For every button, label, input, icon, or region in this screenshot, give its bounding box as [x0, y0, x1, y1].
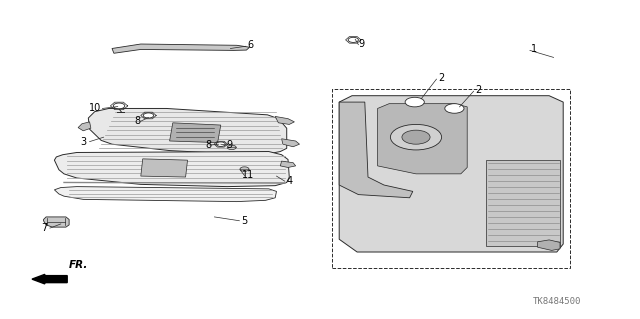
Text: 4: 4 — [286, 176, 292, 186]
Text: 2: 2 — [476, 85, 482, 95]
Circle shape — [348, 37, 358, 42]
Polygon shape — [170, 123, 221, 143]
Polygon shape — [54, 152, 289, 187]
Text: 5: 5 — [241, 216, 248, 226]
Polygon shape — [538, 240, 560, 250]
Polygon shape — [88, 108, 287, 154]
Circle shape — [240, 167, 249, 171]
Text: 10: 10 — [88, 103, 101, 113]
Text: 1: 1 — [531, 44, 538, 55]
Circle shape — [402, 130, 430, 144]
Polygon shape — [141, 159, 188, 177]
Circle shape — [390, 124, 442, 150]
Polygon shape — [275, 116, 294, 124]
Polygon shape — [78, 122, 91, 131]
Polygon shape — [282, 139, 300, 147]
Text: 9: 9 — [358, 39, 365, 49]
Circle shape — [216, 142, 225, 146]
Polygon shape — [54, 187, 276, 202]
Polygon shape — [339, 96, 563, 252]
Circle shape — [405, 97, 424, 107]
Text: 11: 11 — [242, 170, 255, 180]
Text: FR.: FR. — [69, 260, 88, 270]
Polygon shape — [112, 44, 250, 53]
Circle shape — [227, 145, 236, 150]
Text: 9: 9 — [226, 139, 232, 150]
Text: 7: 7 — [42, 223, 48, 233]
Circle shape — [445, 104, 464, 113]
Text: 3: 3 — [80, 137, 86, 147]
Polygon shape — [339, 102, 413, 198]
Text: 8: 8 — [134, 115, 141, 126]
Text: 2: 2 — [438, 73, 445, 83]
Circle shape — [113, 103, 125, 109]
Polygon shape — [486, 160, 560, 246]
Bar — [332, 89, 570, 268]
Text: TK8484500: TK8484500 — [532, 297, 581, 306]
Text: 8: 8 — [205, 139, 211, 150]
Circle shape — [143, 113, 154, 118]
Text: 6: 6 — [248, 40, 254, 50]
Polygon shape — [378, 104, 467, 174]
Polygon shape — [280, 161, 296, 167]
Polygon shape — [44, 217, 69, 227]
FancyArrow shape — [32, 274, 67, 284]
